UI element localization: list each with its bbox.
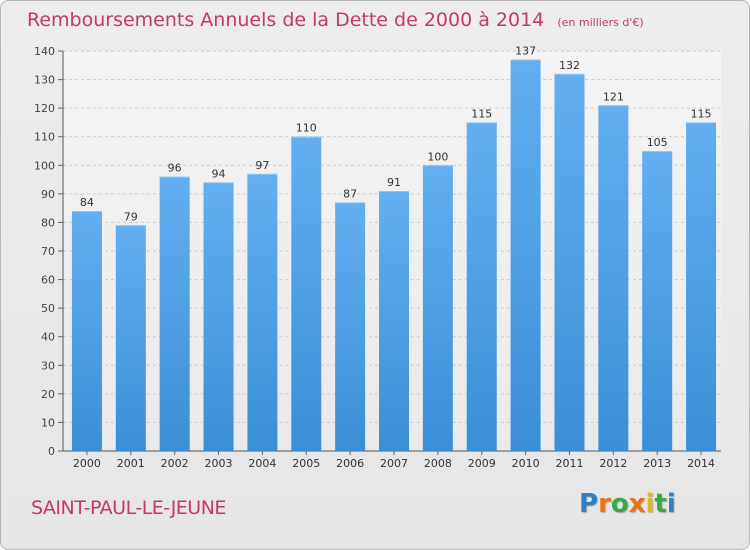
- data-label: 87: [343, 187, 357, 200]
- logo-letter: r: [598, 489, 611, 519]
- bar: [686, 122, 717, 451]
- y-tick-label: 70: [41, 245, 55, 258]
- logo-letter: i: [645, 489, 655, 519]
- y-tick-label: 0: [48, 445, 55, 458]
- proxiti-logo: Proxiti: [579, 489, 676, 519]
- logo-letter: P: [579, 489, 599, 519]
- y-tick-label: 140: [34, 45, 55, 58]
- bar: [510, 59, 541, 451]
- data-label: 137: [515, 45, 536, 58]
- x-tick-label: 2003: [205, 457, 233, 470]
- data-label: 110: [296, 122, 317, 135]
- bar: [335, 202, 366, 451]
- x-tick-label: 2004: [248, 457, 276, 470]
- y-tick-label: 60: [41, 274, 55, 287]
- logo-letter: i: [666, 489, 676, 519]
- bar: [71, 211, 102, 451]
- x-tick-label: 2008: [424, 457, 452, 470]
- data-label: 91: [387, 176, 401, 189]
- y-tick-label: 120: [34, 102, 55, 115]
- bar: [115, 225, 146, 451]
- bar: [466, 122, 497, 451]
- x-tick-label: 2002: [161, 457, 189, 470]
- x-tick-label: 2013: [643, 457, 671, 470]
- x-tick-label: 2007: [380, 457, 408, 470]
- x-tick-label: 2011: [555, 457, 583, 470]
- y-tick-label: 10: [41, 416, 55, 429]
- y-tick-label: 30: [41, 359, 55, 372]
- y-tick-label: 90: [41, 188, 55, 201]
- y-tick-label: 80: [41, 216, 55, 229]
- y-tick-label: 40: [41, 331, 55, 344]
- x-tick-label: 2009: [468, 457, 496, 470]
- data-label: 132: [559, 59, 580, 72]
- data-label: 79: [124, 210, 138, 223]
- logo-letter: x: [628, 489, 646, 519]
- data-label: 96: [168, 162, 182, 175]
- x-tick-label: 2006: [336, 457, 364, 470]
- chart-unit-text: (en milliers d'€): [557, 16, 644, 29]
- chart-title-text: Remboursements Annuels de la Dette de 20…: [27, 9, 545, 31]
- bar: [291, 136, 322, 451]
- y-tick-label: 110: [34, 131, 55, 144]
- data-label: 97: [255, 159, 269, 172]
- y-tick-label: 100: [34, 159, 55, 172]
- logo-letter: o: [610, 489, 629, 519]
- bar: [554, 73, 585, 451]
- y-tick-label: 20: [41, 388, 55, 401]
- bar: [422, 165, 453, 452]
- logo-letter: t: [654, 489, 667, 519]
- data-label: 94: [212, 167, 226, 180]
- bar: [379, 191, 409, 451]
- data-label: 115: [471, 107, 492, 120]
- bar: [598, 105, 629, 452]
- y-tick-label: 130: [34, 74, 55, 87]
- bar: [642, 151, 673, 451]
- x-tick-label: 2014: [687, 457, 715, 470]
- data-label: 84: [80, 196, 94, 209]
- x-tick-label: 2010: [512, 457, 540, 470]
- x-tick-label: 2000: [73, 457, 101, 470]
- bar: [203, 182, 234, 451]
- data-label: 100: [427, 150, 448, 163]
- x-tick-label: 2012: [599, 457, 627, 470]
- chart-title: Remboursements Annuels de la Dette de 20…: [27, 9, 644, 31]
- commune-name: SAINT-PAUL-LE-JEUNE: [31, 497, 226, 519]
- data-label: 121: [603, 90, 624, 103]
- y-tick-label: 50: [41, 302, 55, 315]
- x-tick-label: 2001: [117, 457, 145, 470]
- data-label: 105: [647, 136, 668, 149]
- bar: [247, 173, 278, 451]
- bar: [159, 176, 190, 451]
- data-label: 115: [691, 107, 712, 120]
- x-tick-label: 2005: [292, 457, 320, 470]
